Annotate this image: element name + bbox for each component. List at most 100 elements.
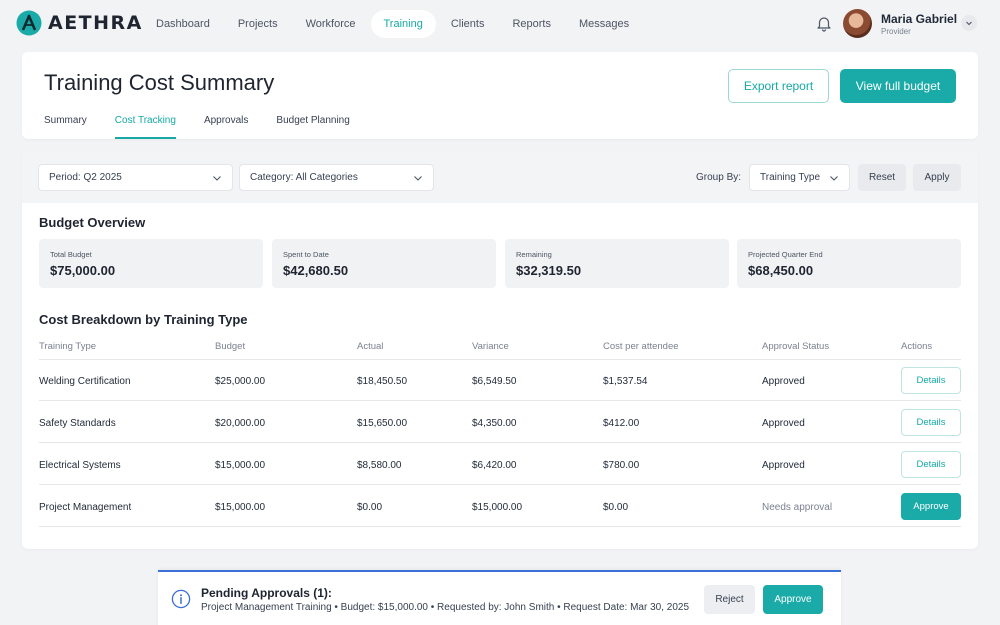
filter-bar: Period: Q2 2025 Category: All Categories… (22, 151, 978, 203)
stat-value: $42,680.50 (283, 263, 349, 278)
user-menu-button[interactable] (961, 15, 977, 31)
avatar[interactable] (843, 9, 872, 38)
details-button[interactable]: Details (901, 451, 961, 478)
user-name: Maria Gabriel (881, 12, 958, 26)
details-button[interactable]: Details (901, 367, 961, 394)
table-header-divider (39, 359, 961, 360)
cell-budget: $20,000.00 (215, 418, 266, 429)
cell-training-type: Electrical Systems (39, 460, 121, 471)
stat-value: $68,450.00 (748, 263, 814, 278)
table-row: Welding Certification $25,000.00 $18,450… (39, 360, 961, 401)
cell-budget: $25,000.00 (215, 376, 266, 387)
view-full-budget-button[interactable]: View full budget (840, 69, 956, 103)
column-header-training-type: Training Type (39, 341, 97, 352)
cell-cost-per-attendee: $1,537.54 (603, 376, 648, 387)
page-tabs: Summary Cost Tracking Approvals Budget P… (44, 114, 378, 139)
nav-item-projects[interactable]: Projects (237, 18, 278, 30)
category-select-value: Category: All Categories (250, 172, 358, 183)
cell-cost-per-attendee: $780.00 (603, 460, 640, 471)
stat-value: $32,319.50 (516, 263, 582, 278)
chevron-down-icon (830, 176, 838, 181)
reset-button[interactable]: Reset (858, 164, 906, 191)
main-nav: Dashboard Projects Workforce Training Cl… (143, 10, 644, 38)
banner-approve-button[interactable]: Approve (763, 585, 823, 614)
cell-training-type: Welding Certification (39, 376, 131, 387)
pending-approvals-detail: Project Management Training • Budget: $1… (201, 602, 690, 613)
page-header: Training Cost Summary Export report View… (22, 52, 978, 139)
nav-item-clients[interactable]: Clients (450, 18, 485, 30)
nav-item-workforce[interactable]: Workforce (305, 18, 356, 30)
group-by-label: Group By: (696, 172, 742, 183)
cell-approval-status: Approved (762, 376, 805, 387)
column-header-cost-per-attendee: Cost per attendee (603, 341, 679, 352)
column-header-approval-status: Approval Status (762, 341, 830, 352)
cell-variance: $6,420.00 (472, 460, 517, 471)
tab-approvals[interactable]: Approvals (203, 115, 249, 126)
stat-label: Projected Quarter End (748, 250, 823, 259)
cell-actual: $15,650.00 (357, 418, 408, 429)
cell-budget: $15,000.00 (215, 460, 266, 471)
cell-actual: $0.00 (357, 502, 383, 513)
cell-actual: $18,450.50 (357, 376, 408, 387)
pending-approvals-banner: Pending Approvals (1): Project Managemen… (158, 570, 841, 625)
period-select[interactable]: Period: Q2 2025 (38, 164, 233, 191)
apply-button[interactable]: Apply (913, 164, 961, 191)
budget-overview-title: Budget Overview (39, 215, 146, 230)
table-row: Safety Standards $20,000.00 $15,650.00 $… (39, 402, 961, 443)
nav-item-training[interactable]: Training (370, 10, 436, 38)
nav-item-messages[interactable]: Messages (579, 18, 630, 30)
user-role: Provider (881, 27, 911, 36)
bell-icon[interactable] (815, 14, 833, 32)
period-select-value: Period: Q2 2025 (49, 172, 122, 183)
reject-button[interactable]: Reject (704, 585, 755, 614)
page-title: Training Cost Summary (44, 70, 275, 95)
cell-budget: $15,000.00 (215, 502, 266, 513)
cell-cost-per-attendee: $0.00 (603, 502, 629, 513)
stat-value: $75,000.00 (50, 263, 116, 278)
cell-approval-status: Needs approval (762, 502, 833, 513)
cell-approval-status: Approved (762, 418, 805, 429)
cost-breakdown-title: Cost Breakdown by Training Type (39, 312, 248, 327)
cell-approval-status: Approved (762, 460, 805, 471)
column-header-variance: Variance (472, 341, 509, 352)
stat-card-remaining: Remaining $32,319.50 (505, 239, 729, 288)
group-by-select-value: Training Type (760, 172, 821, 183)
chevron-down-icon (966, 21, 972, 26)
stat-label: Remaining (516, 250, 552, 259)
group-by-select[interactable]: Training Type (749, 164, 850, 191)
info-icon (171, 589, 191, 609)
cell-variance: $15,000.00 (472, 502, 523, 513)
column-header-budget: Budget (215, 341, 246, 352)
column-header-actual: Actual (357, 341, 384, 352)
nav-item-dashboard[interactable]: Dashboard (156, 18, 210, 30)
approve-button[interactable]: Approve (901, 493, 961, 520)
stat-label: Total Budget (50, 250, 92, 259)
brand[interactable]: AETHRA (16, 10, 143, 36)
column-header-actions: Actions (901, 341, 933, 352)
aethra-logo-icon (16, 10, 42, 36)
tab-budget-planning[interactable]: Budget Planning (276, 115, 350, 126)
pending-approvals-title: Pending Approvals (1): (201, 586, 332, 600)
stat-card-spent-to-date: Spent to Date $42,680.50 (272, 239, 496, 288)
table-row: Project Management $15,000.00 $0.00 $15,… (39, 486, 961, 527)
stat-label: Spent to Date (283, 250, 329, 259)
stat-card-total-budget: Total Budget $75,000.00 (39, 239, 263, 288)
nav-item-reports[interactable]: Reports (512, 18, 551, 30)
cell-variance: $6,549.50 (472, 376, 517, 387)
stat-card-projected-quarter-end: Projected Quarter End $68,450.00 (737, 239, 961, 288)
tab-cost-tracking[interactable]: Cost Tracking (114, 114, 176, 139)
export-report-button[interactable]: Export report (728, 69, 829, 103)
brand-name: AETHRA (48, 12, 143, 34)
table-row: Electrical Systems $15,000.00 $8,580.00 … (39, 444, 961, 485)
top-navigation: AETHRA Dashboard Projects Workforce Trai… (0, 0, 1000, 48)
tab-summary[interactable]: Summary (44, 115, 87, 126)
details-button[interactable]: Details (901, 409, 961, 436)
cell-training-type: Project Management (39, 502, 132, 513)
chevron-down-icon (414, 176, 422, 181)
cell-variance: $4,350.00 (472, 418, 517, 429)
cost-tracking-panel: Period: Q2 2025 Category: All Categories… (22, 151, 978, 549)
cell-cost-per-attendee: $412.00 (603, 418, 640, 429)
chevron-down-icon (213, 176, 221, 181)
category-select[interactable]: Category: All Categories (239, 164, 434, 191)
cell-actual: $8,580.00 (357, 460, 402, 471)
